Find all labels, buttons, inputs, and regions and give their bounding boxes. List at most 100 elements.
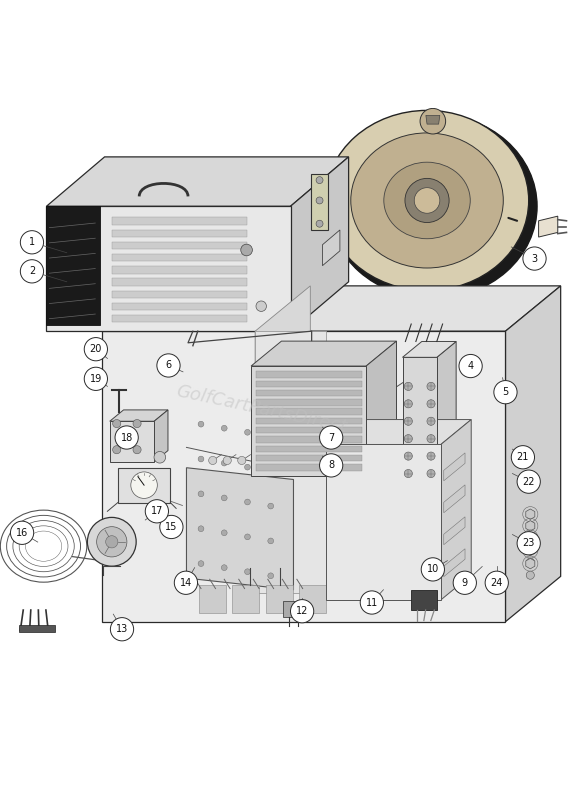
Polygon shape (444, 517, 465, 544)
Polygon shape (366, 341, 396, 477)
Circle shape (427, 452, 435, 460)
Polygon shape (444, 548, 465, 576)
Text: 4: 4 (468, 361, 474, 371)
Circle shape (494, 380, 517, 404)
Polygon shape (118, 468, 170, 502)
Polygon shape (187, 468, 293, 590)
Polygon shape (232, 585, 259, 613)
Circle shape (223, 456, 231, 465)
Polygon shape (112, 254, 246, 261)
Circle shape (106, 536, 118, 548)
Polygon shape (102, 286, 561, 331)
Polygon shape (256, 464, 361, 470)
Polygon shape (526, 545, 535, 556)
Circle shape (133, 419, 141, 427)
Polygon shape (526, 509, 535, 520)
Ellipse shape (329, 114, 537, 298)
Circle shape (20, 259, 44, 283)
Circle shape (427, 400, 435, 408)
Circle shape (268, 573, 274, 579)
Circle shape (160, 515, 183, 539)
Polygon shape (255, 331, 326, 593)
Circle shape (10, 521, 34, 544)
Circle shape (517, 470, 540, 494)
Circle shape (221, 530, 227, 536)
Circle shape (268, 434, 274, 439)
Text: 17: 17 (150, 506, 163, 517)
Text: 19: 19 (89, 374, 102, 384)
Polygon shape (46, 206, 290, 331)
Polygon shape (256, 408, 361, 415)
Polygon shape (526, 533, 535, 543)
Polygon shape (283, 601, 304, 617)
Polygon shape (505, 286, 561, 622)
Circle shape (405, 178, 449, 223)
Circle shape (96, 527, 127, 557)
Circle shape (517, 532, 540, 555)
Text: 6: 6 (166, 361, 171, 370)
Polygon shape (110, 410, 168, 421)
Text: 7: 7 (328, 432, 334, 443)
Polygon shape (403, 341, 456, 357)
Polygon shape (255, 548, 379, 593)
Polygon shape (112, 279, 246, 286)
Polygon shape (112, 315, 246, 322)
Polygon shape (154, 410, 168, 462)
Circle shape (404, 435, 413, 443)
Polygon shape (444, 453, 465, 481)
Circle shape (174, 572, 198, 595)
Polygon shape (255, 286, 310, 593)
Ellipse shape (325, 111, 529, 291)
Polygon shape (526, 558, 535, 569)
Circle shape (245, 534, 250, 540)
Polygon shape (112, 302, 246, 310)
Text: 18: 18 (120, 432, 133, 443)
Circle shape (404, 417, 413, 425)
Circle shape (511, 446, 535, 469)
Circle shape (20, 231, 44, 254)
Circle shape (241, 244, 252, 256)
Text: 11: 11 (365, 598, 378, 607)
Circle shape (427, 470, 435, 478)
Polygon shape (256, 399, 361, 405)
Circle shape (404, 470, 413, 478)
Circle shape (256, 301, 267, 311)
Circle shape (221, 460, 227, 466)
Circle shape (87, 517, 136, 566)
Polygon shape (112, 291, 246, 298)
Circle shape (404, 400, 413, 408)
Polygon shape (426, 115, 440, 124)
Circle shape (198, 560, 204, 567)
Polygon shape (256, 380, 361, 387)
Circle shape (145, 500, 168, 523)
Circle shape (268, 468, 274, 474)
Polygon shape (403, 357, 437, 482)
Polygon shape (102, 331, 505, 622)
Circle shape (221, 495, 227, 501)
Text: 5: 5 (503, 387, 508, 397)
Polygon shape (326, 444, 441, 600)
Polygon shape (199, 585, 226, 613)
Polygon shape (441, 419, 471, 600)
Text: GolfCartPartsDirect: GolfCartPartsDirect (174, 383, 349, 436)
Polygon shape (411, 590, 437, 610)
Text: 22: 22 (522, 477, 535, 486)
Polygon shape (256, 436, 361, 443)
Polygon shape (256, 418, 361, 424)
Circle shape (320, 454, 343, 477)
Polygon shape (326, 419, 471, 444)
Circle shape (526, 558, 535, 566)
Circle shape (316, 220, 323, 227)
Circle shape (526, 572, 535, 579)
Circle shape (113, 419, 121, 427)
Circle shape (221, 564, 227, 571)
Circle shape (245, 569, 250, 575)
Polygon shape (437, 341, 456, 482)
Text: 12: 12 (296, 607, 309, 616)
Ellipse shape (384, 162, 470, 239)
Circle shape (133, 446, 141, 454)
Text: 23: 23 (522, 538, 535, 548)
Polygon shape (256, 390, 361, 396)
Polygon shape (266, 585, 292, 613)
Polygon shape (112, 266, 246, 274)
